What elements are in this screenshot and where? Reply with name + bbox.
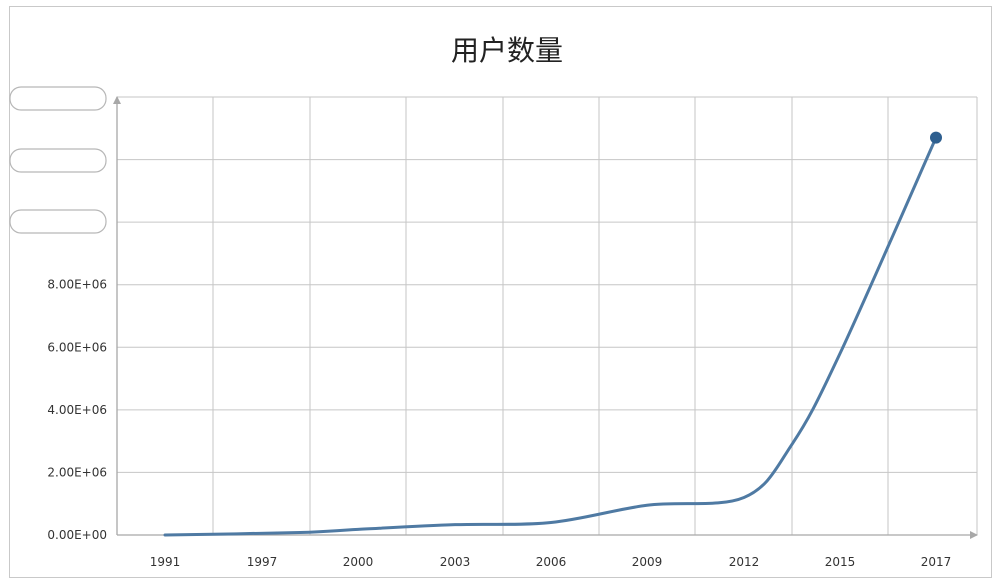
y-axis-placeholder-pill-1 <box>9 86 107 111</box>
x-tick-label: 2003 <box>440 555 471 569</box>
series-end-marker <box>930 131 942 144</box>
x-tick-label: 2017 <box>921 555 952 569</box>
y-axis-placeholder-pill-3 <box>9 209 107 234</box>
x-tick-label: 2012 <box>729 555 760 569</box>
y-axis-placeholder-pill-2 <box>9 148 107 173</box>
y-tick-label: 0.00E+00 <box>47 528 107 542</box>
chart-title: 用户数量 <box>451 34 563 67</box>
grid-layer <box>116 96 978 536</box>
y-tick-label: 4.00E+06 <box>47 403 107 417</box>
x-tick-label: 2009 <box>632 555 663 569</box>
x-tick-label: 2006 <box>536 555 567 569</box>
line-layer <box>163 131 942 537</box>
chart-frame <box>9 6 992 578</box>
y-axis-arrow-icon <box>113 96 121 104</box>
axis-layer <box>113 96 978 539</box>
y-tick-label: 6.00E+06 <box>47 340 107 354</box>
label-layer: 0.00E+00 2.00E+06 4.00E+06 6.00E+06 8.00E+06… <box>47 278 951 569</box>
axis-placeholder-pills <box>9 86 107 234</box>
x-tick-label: 2015 <box>825 555 856 569</box>
x-tick-label: 1991 <box>150 555 181 569</box>
x-tick-label: 1997 <box>247 555 278 569</box>
y-tick-label: 2.00E+06 <box>47 465 107 479</box>
x-tick-label: 2000 <box>343 555 374 569</box>
y-tick-label: 8.00E+06 <box>47 278 107 292</box>
series-line <box>163 136 938 537</box>
x-axis-arrow-icon <box>970 531 978 539</box>
